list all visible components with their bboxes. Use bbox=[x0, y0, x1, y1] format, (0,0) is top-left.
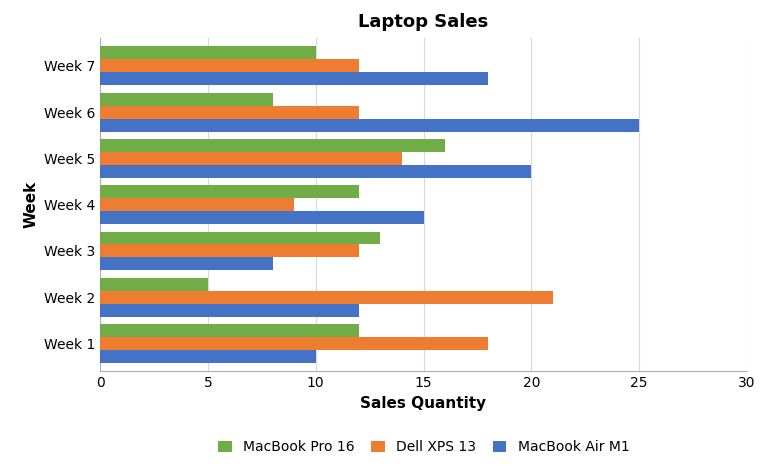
Bar bbox=[100, 60, 359, 72]
Bar bbox=[100, 119, 639, 131]
Bar bbox=[100, 152, 402, 165]
Bar bbox=[100, 72, 488, 85]
Bar bbox=[100, 139, 445, 152]
Bar bbox=[100, 350, 316, 363]
Bar bbox=[100, 106, 359, 119]
Bar bbox=[100, 337, 488, 350]
Bar bbox=[100, 46, 316, 60]
Bar bbox=[100, 211, 424, 224]
Legend: MacBook Pro 16, Dell XPS 13, MacBook Air M1: MacBook Pro 16, Dell XPS 13, MacBook Air… bbox=[212, 435, 635, 460]
Bar bbox=[100, 278, 208, 291]
Bar bbox=[100, 245, 359, 258]
Title: Laptop Sales: Laptop Sales bbox=[358, 13, 489, 31]
Bar bbox=[100, 304, 359, 317]
Bar bbox=[100, 93, 273, 106]
X-axis label: Sales Quantity: Sales Quantity bbox=[360, 396, 487, 411]
Bar bbox=[100, 291, 553, 304]
Bar bbox=[100, 185, 359, 198]
Bar bbox=[100, 231, 380, 245]
Y-axis label: Week: Week bbox=[23, 181, 38, 228]
Bar bbox=[100, 198, 294, 211]
Bar bbox=[100, 258, 273, 270]
Bar bbox=[100, 324, 359, 337]
Bar bbox=[100, 165, 531, 178]
